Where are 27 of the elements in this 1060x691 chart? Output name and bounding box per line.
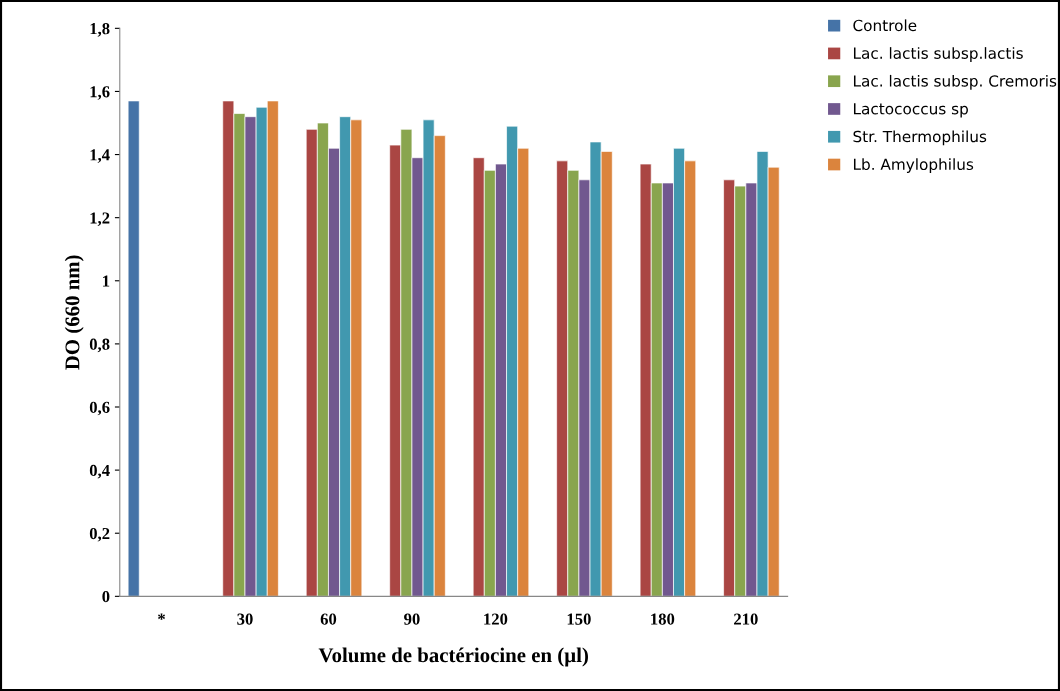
- bar: [127, 100, 140, 597]
- x-axis-title: Volume de bactériocine en (µl): [318, 647, 588, 667]
- x-tick-label: 30: [237, 613, 253, 625]
- legend-label: Lac. lactis subsp.lactis: [853, 47, 1023, 62]
- legend-label: Lb. Amylophilus: [853, 158, 974, 174]
- y-axis-title: DO (660 nm): [64, 255, 84, 370]
- x-tick-label: 60: [320, 613, 337, 625]
- y-tick-label: 1,8: [90, 23, 110, 37]
- y-tick-label: 1,4: [90, 149, 110, 163]
- x-tick-label: 120: [484, 613, 508, 625]
- legend-label: Lac. lactis subsp. Cremoris: [853, 74, 1057, 90]
- y-tick-label: 1: [103, 275, 110, 287]
- y-tick-label: 0,6: [89, 401, 110, 416]
- x-tick-label: 210: [734, 613, 758, 625]
- y-tick-label: 0,8: [89, 338, 110, 353]
- legend-label: Controle: [853, 19, 917, 32]
- y-tick-label: 0,2: [89, 527, 110, 542]
- x-tick-label: 180: [651, 613, 675, 625]
- legend-label: Lactococcus sp: [853, 103, 968, 118]
- y-tick-label: 0: [102, 591, 110, 603]
- x-tick-label: 90: [404, 613, 420, 625]
- x-tick-label: 150: [567, 613, 591, 625]
- y-tick-label: 1,6: [90, 86, 110, 100]
- legend-label: Str. Thermophilus: [853, 130, 987, 146]
- x-tick-label: *: [158, 613, 165, 620]
- y-tick-label: 0,4: [89, 464, 110, 479]
- y-tick-label: 1,2: [90, 212, 110, 227]
